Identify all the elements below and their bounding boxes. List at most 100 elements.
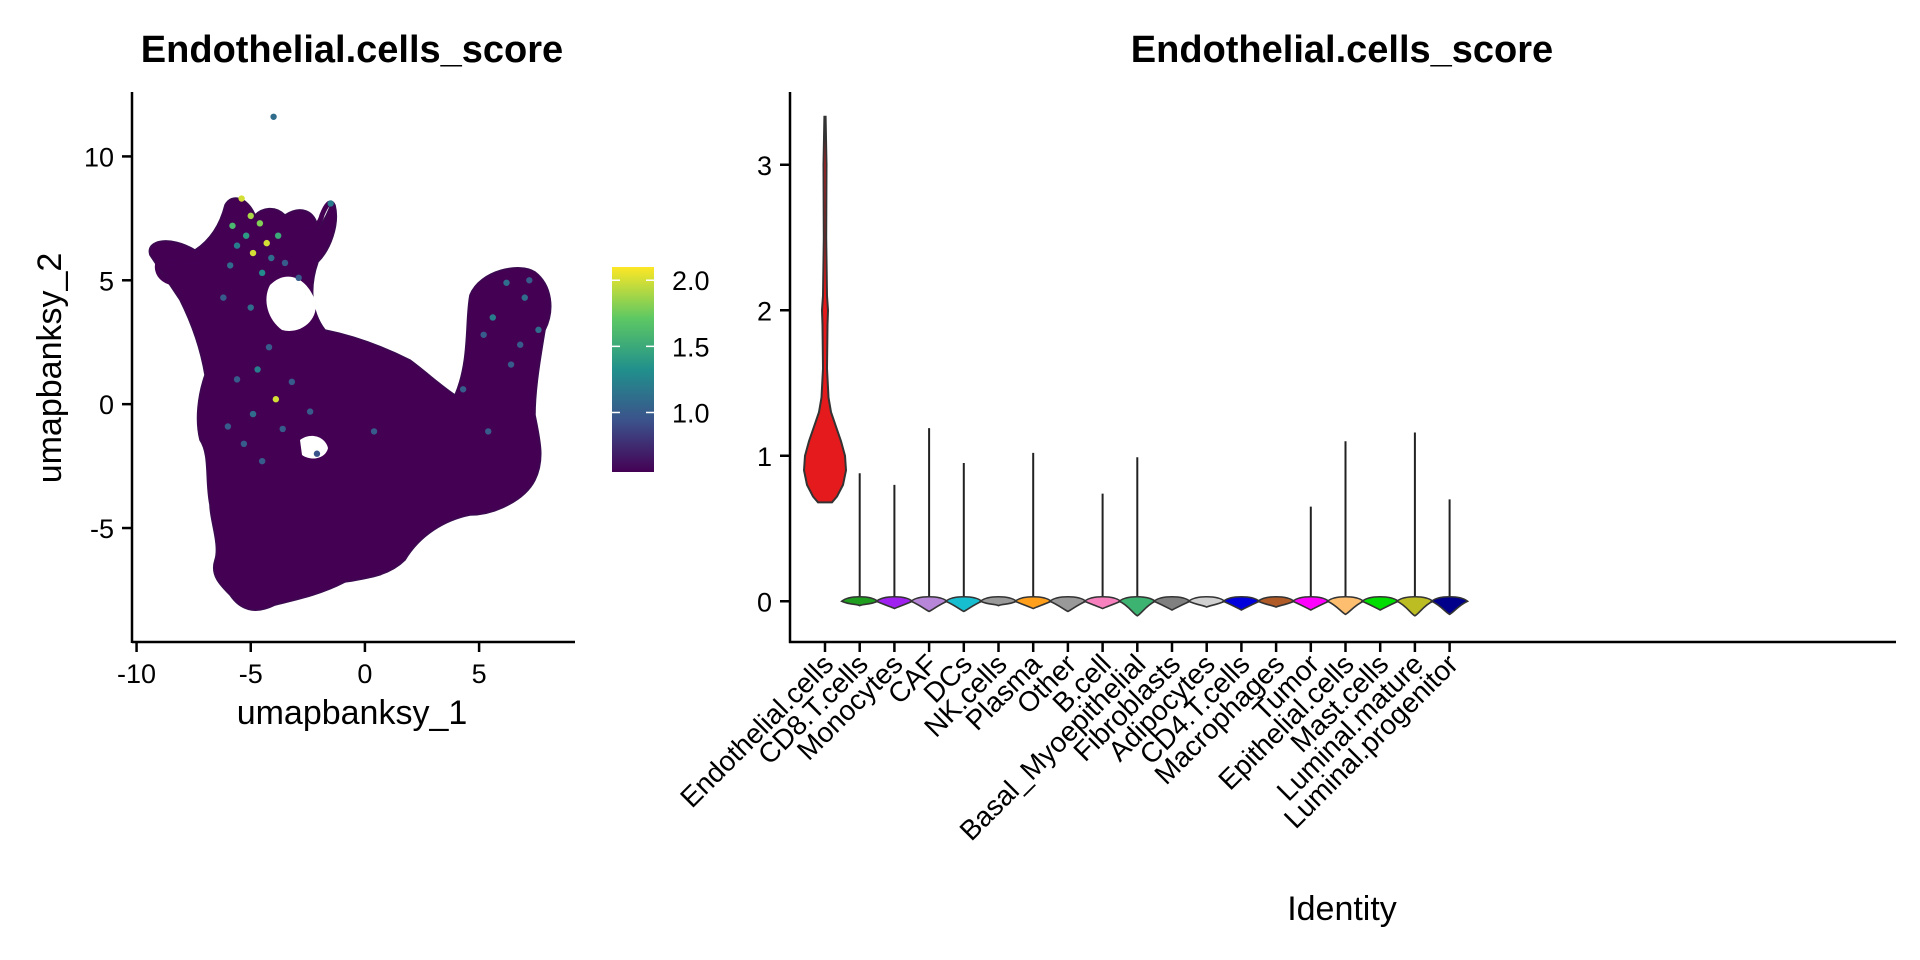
umap-cloud-hole-lower [300,435,328,459]
violin-x-ticks: Endothelial.cellsCD8.T.cellsMonocytesCAF… [674,642,1464,846]
umap-point [485,428,492,435]
umap-x-label: umapbanksy_1 [237,694,468,732]
violin-body [1013,595,1053,610]
colorbar-tick-label: 2.0 [672,266,710,296]
violin-panel: Endothelial.cells_score 0 1 2 3 Endothelial… [674,29,1896,928]
violin-body [1117,595,1157,617]
violin-body [978,595,1019,607]
umap-y-tick-label: 0 [99,390,114,420]
violin-luminal-mature [1395,432,1435,617]
violin-other [1048,595,1088,613]
umap-cell-cloud [148,197,552,611]
colorbar-ticks: 1.0 1.5 2.0 [612,266,710,428]
violin-y-tick-label: 1 [757,442,772,472]
umap-title: Endothelial.cells_score [141,29,563,71]
violin-body [1395,595,1435,617]
umap-point [268,254,275,262]
umap-cloud-loop-left [153,252,207,286]
umap-point [247,304,254,311]
umap-point [258,457,266,465]
umap-point [229,222,236,229]
violin-tumor [1291,506,1331,611]
violin-body [840,595,880,607]
violin-x-label: Identity [1287,890,1397,928]
violin-luminal-progenitor [1430,499,1470,616]
umap-point [306,408,314,415]
umap-point [370,428,378,435]
umap-point [224,423,232,430]
violin-body [1152,595,1192,611]
umap-point [327,200,334,207]
umap-point [489,314,496,321]
umap-point [238,195,245,202]
umap-point [263,239,270,247]
violin-y-tick-label: 0 [757,587,772,617]
umap-y-label: umapbanksy_2 [31,253,69,484]
violin-body [944,595,984,613]
umap-y-tick-label: 10 [84,142,114,172]
violin-body [1187,595,1227,608]
violin-body [1048,595,1088,613]
umap-point [220,294,227,301]
umap-point [249,410,257,418]
violin-cd4-t-cells [1221,595,1261,611]
violin-adipocytes [1187,595,1227,608]
umap-point [226,262,234,269]
umap-point [254,366,261,373]
violin-body [802,115,848,504]
umap-point [295,274,302,282]
violin-body [874,595,914,610]
umap-point [272,396,280,403]
umap-y-tick-label: -5 [90,514,114,544]
violin-fibroblasts [1152,595,1192,611]
umap-y-tick-label: 5 [99,266,114,296]
umap-panel: Endothelial.cells_score -10 -5 0 5 -5 0 5 10 u… [31,29,710,732]
umap-point [249,249,257,257]
violin-body [1360,595,1400,611]
umap-point [233,376,241,383]
umap-point [265,343,273,351]
violin-cd8-t-cells [840,473,880,607]
umap-point [480,331,487,338]
colorbar-tick-label: 1.5 [672,332,710,362]
umap-point [516,341,524,348]
violin-monocytes [874,484,914,610]
umap-point [503,279,510,286]
umap-x-tick-label: 0 [357,659,372,689]
violin-body [1291,595,1331,611]
umap-point [233,242,241,249]
umap-cloud-hole [266,276,316,331]
umap-point [279,425,286,433]
umap-point [258,269,266,277]
violin-plasma [1013,452,1053,610]
umap-x-ticks: -10 -5 0 5 [117,642,487,689]
violin-mast-cells [1360,595,1400,611]
umap-point [507,361,515,368]
violin-basal-myoepithelial [1117,457,1157,617]
violin-y-tick-label: 3 [757,151,772,181]
umap-x-tick-label: -10 [117,659,156,689]
violin-body [1256,595,1296,608]
colorbar-gradient [612,267,654,472]
violin-body [1325,595,1366,616]
umap-point [526,277,533,284]
umap-point [281,259,289,267]
umap-y-axis: -5 0 5 10 [84,92,134,643]
violin-body [1430,595,1470,616]
umap-point [270,113,277,120]
violin-y-ticks: 0 1 2 3 [757,151,790,617]
violin-title: Endothelial.cells_score [1131,29,1553,71]
umap-point [521,294,528,301]
umap-point [459,386,467,393]
violin-nk-cells [978,595,1019,607]
violin-y-tick-label: 2 [757,296,772,326]
umap-x-tick-label: -5 [239,659,263,689]
violin-body [1221,595,1261,611]
colorbar: 1.0 1.5 2.0 [612,266,710,472]
umap-y-ticks: -5 0 5 10 [84,142,132,544]
umap-point [240,440,248,448]
violin-macrophages [1256,595,1296,608]
violin-epithelial-cells [1325,441,1366,616]
colorbar-tick-label: 1.0 [672,398,710,428]
violin-body [1083,595,1123,610]
